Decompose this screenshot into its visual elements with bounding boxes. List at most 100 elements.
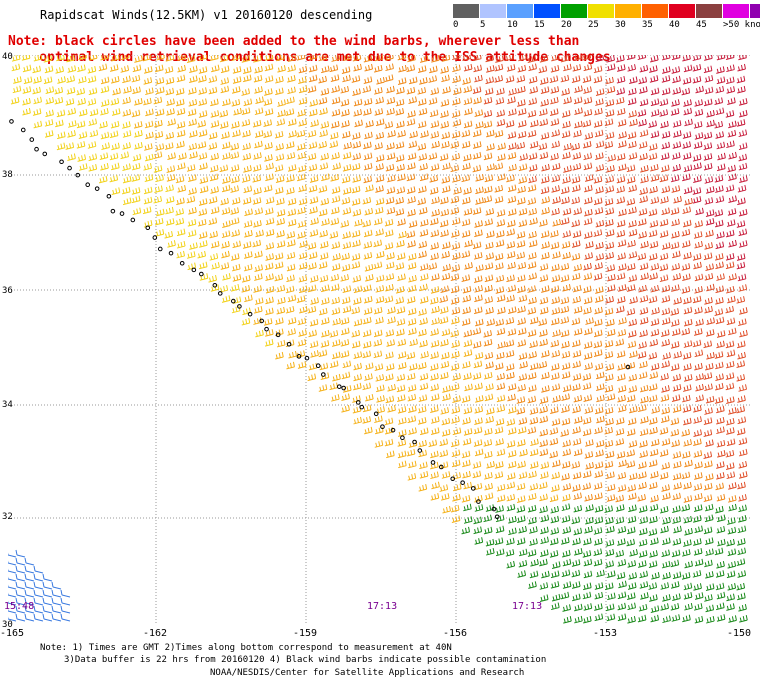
- wind-barb: [430, 351, 439, 360]
- wind-barb: [659, 449, 669, 457]
- wind-barb: [648, 560, 658, 569]
- wind-barb: [662, 516, 671, 525]
- contamination-marker: [59, 159, 64, 165]
- wind-barb: [54, 96, 64, 105]
- wind-barb: [727, 561, 737, 569]
- wind-barb: [298, 184, 307, 193]
- wind-barb: [254, 250, 263, 259]
- contamination-marker: [494, 514, 500, 520]
- wind-barb: [672, 460, 682, 469]
- lat-label-32: 32: [2, 512, 13, 522]
- wind-barb: [408, 460, 417, 469]
- wind-barb: [629, 472, 638, 481]
- wind-barb: [516, 407, 526, 415]
- colorbar-segment: [615, 4, 642, 18]
- wind-barb: [616, 229, 626, 238]
- wind-barb: [670, 363, 680, 371]
- wind-barb: [628, 206, 637, 215]
- wind-barb: [560, 186, 570, 195]
- wind-barb: [331, 296, 341, 305]
- wind-barb: [232, 296, 242, 305]
- wind-barb: [486, 318, 495, 327]
- wind-barb: [33, 76, 42, 84]
- wind-barb: [694, 492, 703, 501]
- wind-barb: [737, 351, 746, 360]
- wind-barb: [671, 66, 681, 74]
- colorbar-label: >50 knots: [723, 20, 760, 30]
- wind-barb: [451, 350, 460, 359]
- wind-barb: [287, 64, 296, 73]
- wind-barb: [604, 439, 614, 448]
- wind-barb: [210, 240, 220, 249]
- wind-barb: [166, 174, 176, 182]
- wind-barb: [616, 175, 626, 184]
- wind-barb: [417, 197, 427, 206]
- wind-barb: [648, 208, 658, 217]
- wind-barb: [222, 98, 231, 107]
- wind-barb: [725, 253, 735, 261]
- wind-barb: [274, 261, 284, 270]
- wind-barb: [605, 229, 615, 237]
- wind-barb: [517, 570, 527, 578]
- wind-barb: [351, 163, 361, 171]
- contamination-marker: [390, 427, 396, 433]
- wind-barb: [243, 66, 252, 74]
- wind-barb: [441, 272, 451, 281]
- wind-barb: [725, 184, 735, 193]
- wind-barb: [145, 131, 154, 140]
- lon-label-165: -165: [0, 628, 25, 639]
- wind-barb: [309, 275, 319, 283]
- wind-barb: [165, 218, 175, 226]
- wind-barb: [516, 482, 526, 491]
- wind-barb: [496, 209, 506, 217]
- wind-barb: [582, 591, 592, 600]
- wind-barb: [681, 471, 691, 480]
- wind-barb: [694, 132, 704, 140]
- contamination-marker: [94, 186, 100, 191]
- wind-barb: [452, 64, 461, 73]
- wind-barb: [485, 55, 495, 63]
- wind-barb: [661, 131, 671, 139]
- wind-barb: [198, 152, 208, 160]
- wind-barb: [208, 196, 218, 204]
- wind-barb: [637, 252, 647, 261]
- wind-barb: [473, 439, 483, 447]
- wind-barb: [606, 613, 616, 622]
- wind-barb: [506, 241, 516, 249]
- wind-barb: [594, 406, 604, 415]
- contamination-marker: [145, 225, 151, 231]
- wind-barb: [308, 251, 318, 260]
- wind-barb: [365, 184, 374, 193]
- wind-barb: [574, 416, 583, 424]
- wind-barb: [494, 184, 504, 193]
- wind-barb: [221, 207, 231, 215]
- wind-barb: [441, 429, 451, 437]
- wind-barb: [617, 602, 627, 611]
- wind-barb: [142, 55, 152, 62]
- wind-barb: [496, 327, 506, 336]
- wind-barb: [244, 294, 253, 303]
- wind-barb: [596, 383, 605, 391]
- wind-barb: [495, 514, 505, 523]
- wind-barb: [451, 264, 461, 272]
- wind-barb: [539, 558, 548, 567]
- wind-barb: [650, 471, 659, 479]
- wind-barb: [662, 352, 671, 360]
- wind-barb: [571, 219, 581, 228]
- wind-barb: [494, 537, 504, 546]
- wind-barb: [440, 339, 449, 347]
- wind-barb: [595, 449, 604, 458]
- wind-barb: [265, 173, 274, 182]
- wind-barb: [627, 592, 636, 600]
- wind-barb: [550, 363, 560, 371]
- wind-barb: [715, 261, 724, 270]
- wind-barb: [177, 64, 186, 73]
- wind-barb: [572, 350, 582, 358]
- wind-barb: [551, 263, 560, 272]
- wind-barb: [692, 75, 702, 84]
- wind-barb: [288, 118, 297, 127]
- wind-barb: [594, 470, 604, 478]
- wind-barb: [549, 550, 559, 558]
- wind-barb: [616, 153, 626, 161]
- wind-barb: [715, 570, 725, 578]
